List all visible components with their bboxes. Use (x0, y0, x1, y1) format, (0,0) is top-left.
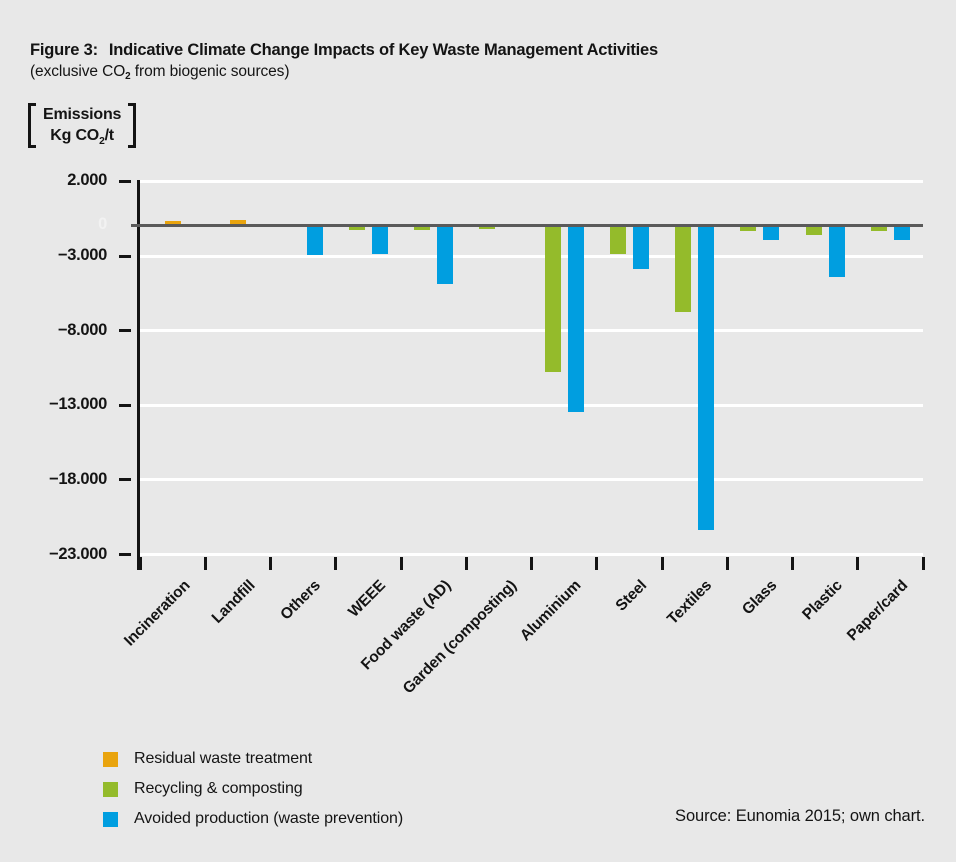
legend-label: Recycling & composting (134, 780, 303, 797)
unit-line-1: Emissions (43, 106, 122, 123)
x-axis-label: Landfill (208, 577, 259, 627)
bar-avoided-production-waste-prevention (307, 225, 323, 255)
y-axis-tick (119, 329, 131, 333)
bar-chart: 2.000 0 −3.000 −8.000 −13.000 −18.000 −23.000 I… (48, 171, 925, 698)
bar-recycling-composting (479, 225, 495, 229)
x-axis-label: Incineration (120, 577, 194, 650)
x-axis-tick (530, 557, 533, 570)
bar-recycling-composting (545, 225, 561, 372)
bracket-left (28, 103, 36, 148)
y-tick-label: −18.000 (48, 469, 107, 488)
bar-avoided-production-waste-prevention (437, 225, 453, 284)
bar-avoided-production-waste-prevention (372, 225, 388, 254)
x-axis-tick (791, 557, 794, 570)
figure-title-text: Indicative Climate Change Impacts of Key… (108, 41, 658, 59)
bar-recycling-composting (349, 225, 365, 230)
y-axis-tick (119, 478, 131, 482)
gridline (140, 403, 923, 407)
legend-swatch (103, 781, 118, 797)
gridline (140, 329, 923, 333)
x-axis-label: Plastic (799, 577, 846, 624)
gridline (140, 553, 923, 557)
y-axis-line (137, 180, 140, 570)
legend-label: Avoided production (waste prevention) (134, 810, 404, 827)
bracket-right (128, 103, 137, 148)
page-title: Figure 3: Indicative Climate Change Impac… (30, 41, 658, 60)
gridline (140, 478, 923, 482)
bar-recycling-composting (740, 225, 756, 231)
x-axis-tick (725, 557, 729, 570)
bar-recycling-composting (414, 225, 430, 230)
unit-line-2: Kg CO2/t (50, 127, 114, 147)
legend-label: Residual waste treatment (134, 750, 313, 767)
x-axis-tick (138, 557, 142, 570)
x-axis-tick (856, 557, 860, 570)
y-axis-tick (119, 179, 131, 183)
x-axis-tick (595, 557, 599, 570)
y-axis-tick (119, 254, 131, 258)
bar-recycling-composting (871, 225, 887, 231)
legend-row: Avoided production (waste prevention) (103, 810, 404, 827)
x-axis-label: Steel (612, 577, 651, 615)
source-note: Source: Eunomia 2015; own chart. (675, 807, 925, 825)
x-axis-tick (921, 557, 925, 570)
x-axis-label: WEEE (345, 577, 390, 621)
x-axis-tick (334, 557, 338, 570)
x-axis-label: Glass (739, 577, 781, 619)
legend-row: Recycling & composting (103, 780, 403, 797)
bar-recycling-composting (675, 225, 691, 312)
zero-baseline (131, 223, 923, 227)
x-axis-tick (660, 557, 664, 570)
y-tick-label: −3.000 (57, 246, 107, 264)
x-axis-tick (464, 557, 468, 570)
y-tick-label: 2.000 (67, 171, 107, 189)
chart-legend: Residual waste treatment Recycling & comp… (103, 750, 404, 841)
x-axis-tick (269, 557, 272, 570)
y-axis-tick (119, 403, 131, 407)
x-axis-tick (203, 557, 207, 570)
x-axis-label: Paper/card (843, 577, 912, 645)
y-tick-label: −8.000 (57, 320, 107, 339)
bar-avoided-production-waste-prevention (763, 225, 779, 240)
x-axis-label: Textiles (664, 577, 716, 628)
y-tick-label: 0 (98, 215, 107, 234)
subscript-2: 2 (99, 135, 105, 147)
bar-avoided-production-waste-prevention (633, 225, 649, 269)
x-axis-label: Aluminium (517, 577, 585, 645)
y-tick-label: −13.000 (48, 395, 107, 414)
gridline (140, 254, 923, 258)
y-tick-label: −23.000 (48, 544, 107, 563)
x-axis-label: Garden (composting) (399, 577, 520, 698)
bar-avoided-production-waste-prevention (894, 225, 910, 240)
bar-avoided-production-waste-prevention (829, 225, 845, 277)
bar-avoided-production-waste-prevention (698, 225, 714, 530)
legend-row: Residual waste treatment (103, 750, 403, 767)
x-axis-tick (399, 557, 403, 570)
bar-recycling-composting (610, 225, 626, 254)
legend-swatch (103, 751, 118, 767)
subscript-2: 2 (125, 71, 131, 83)
figure-subtitle: (exclusive CO2 from biogenic sources) (30, 63, 290, 83)
legend-swatch (103, 811, 118, 827)
y-axis-unit-label: Emissions Kg CO2/t (28, 103, 137, 148)
bar-residual-waste-treatment (230, 220, 246, 226)
bar-recycling-composting (806, 225, 822, 235)
bar-residual-waste-treatment (165, 221, 181, 225)
figure-label: Figure 3: (30, 41, 98, 59)
bar-avoided-production-waste-prevention (568, 225, 584, 412)
gridline (140, 179, 923, 183)
y-axis-tick (119, 553, 131, 557)
x-axis-label: Others (277, 577, 324, 624)
